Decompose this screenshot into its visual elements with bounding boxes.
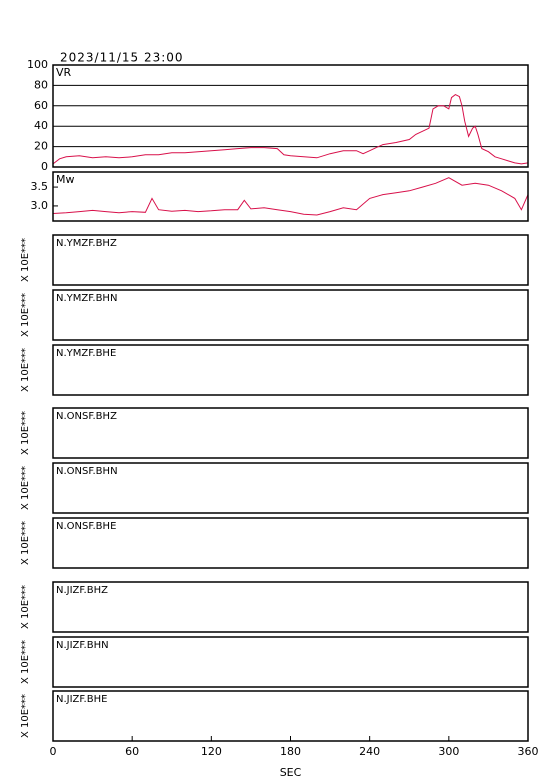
y-tick-label: 3.5 [31, 180, 49, 193]
trace-panel [52, 407, 529, 459]
channel-label: N.YMZF.BHN [56, 293, 117, 304]
scale-label: X 10E*** [20, 411, 31, 455]
x-tick-label: 60 [125, 745, 139, 758]
channel-label: N.YMZF.BHZ [56, 238, 117, 249]
trace-panel [52, 636, 529, 688]
x-tick-label: 360 [518, 745, 539, 758]
data-line [52, 94, 529, 165]
scale-label: X 10E*** [20, 238, 31, 282]
scale-label: X 10E*** [20, 293, 31, 337]
scale-label: X 10E*** [20, 521, 31, 565]
channel-label: N.ONSF.BHZ [56, 411, 117, 422]
x-tick-label: 240 [359, 745, 380, 758]
trace-panel [52, 289, 529, 341]
trace-panel [52, 462, 529, 514]
x-tick-label: 0 [50, 745, 57, 758]
panel-frame [52, 171, 529, 222]
channel-label: N.JIZF.BHN [56, 640, 109, 651]
trace-panel [52, 581, 529, 633]
scale-label: X 10E*** [20, 348, 31, 392]
x-tick-label: 120 [201, 745, 222, 758]
y-tick-label: 100 [27, 58, 48, 71]
x-tick-label: 180 [280, 745, 301, 758]
channel-label: N.ONSF.BHE [56, 521, 116, 532]
trace-panel [52, 517, 529, 569]
channel-label: N.YMZF.BHE [56, 348, 116, 359]
panel-label: VR [56, 66, 72, 79]
x-axis-label: SEC [280, 766, 302, 779]
scale-label: X 10E*** [20, 640, 31, 684]
trace-panel [52, 344, 529, 396]
y-tick-label: 40 [34, 119, 48, 132]
panel-label: Mw [56, 173, 75, 186]
chart-title: 2023/11/15 23:00 [60, 51, 184, 65]
scale-label: X 10E*** [20, 694, 31, 738]
y-tick-label: 20 [34, 140, 48, 153]
x-tick-label: 300 [438, 745, 459, 758]
panel-frame [52, 64, 529, 168]
scale-label: X 10E*** [20, 466, 31, 510]
scale-label: X 10E*** [20, 585, 31, 629]
y-tick-label: 80 [34, 78, 48, 91]
data-line [52, 177, 529, 216]
trace-panel [52, 234, 529, 286]
y-tick-label: 0 [41, 160, 48, 173]
y-tick-label: 60 [34, 99, 48, 112]
y-tick-label: 3.0 [31, 199, 49, 212]
channel-label: N.JIZF.BHZ [56, 585, 108, 596]
channel-label: N.ONSF.BHN [56, 466, 118, 477]
channel-label: N.JIZF.BHE [56, 694, 107, 705]
